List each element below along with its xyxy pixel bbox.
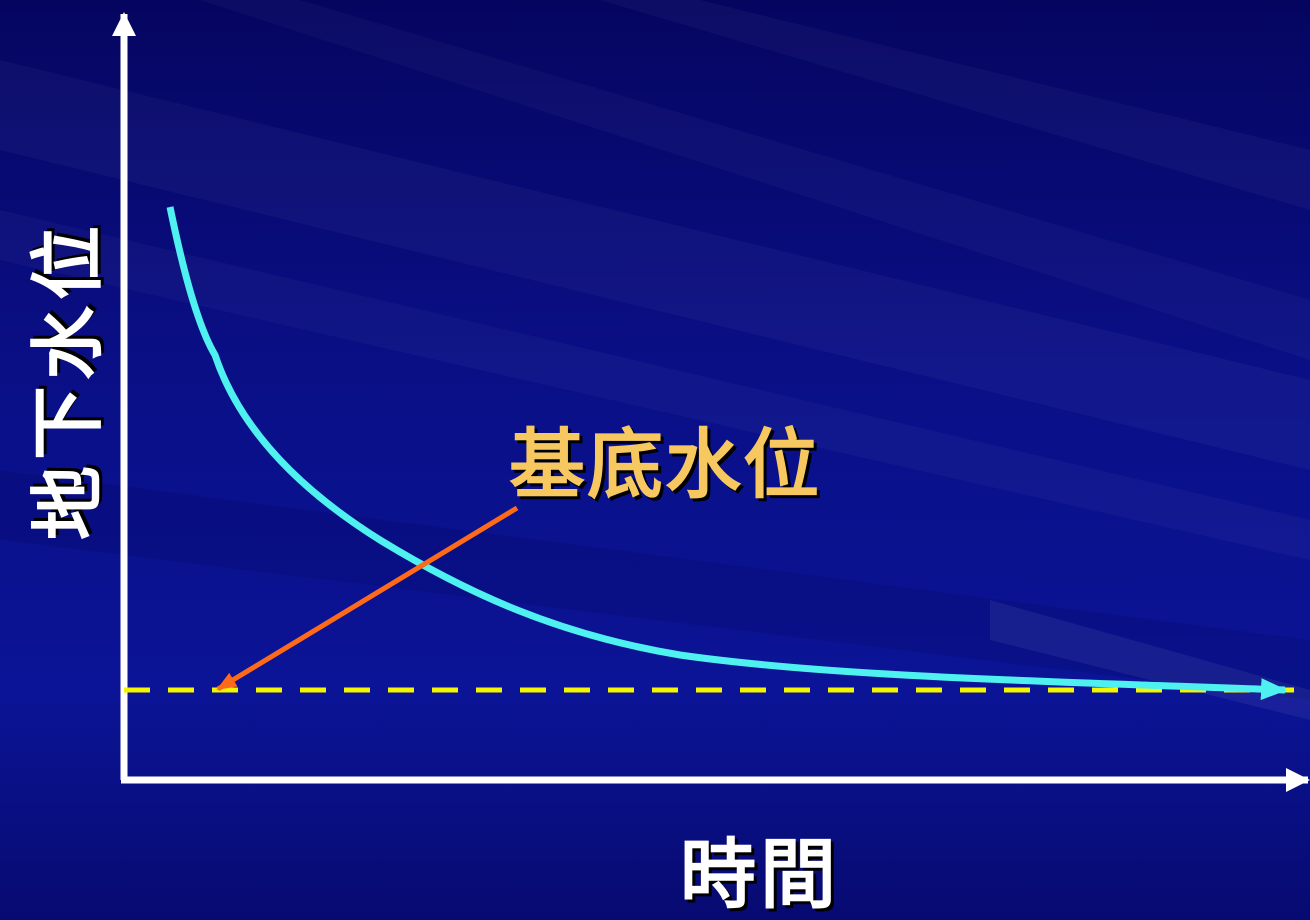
pointer-arrow [216, 505, 519, 692]
baseflow-label: 基底水位 [509, 420, 821, 509]
x-axis-label: 時間 [680, 830, 840, 919]
recession-curve [166, 206, 1287, 701]
y-axis-label: 地下水位 [25, 220, 112, 540]
